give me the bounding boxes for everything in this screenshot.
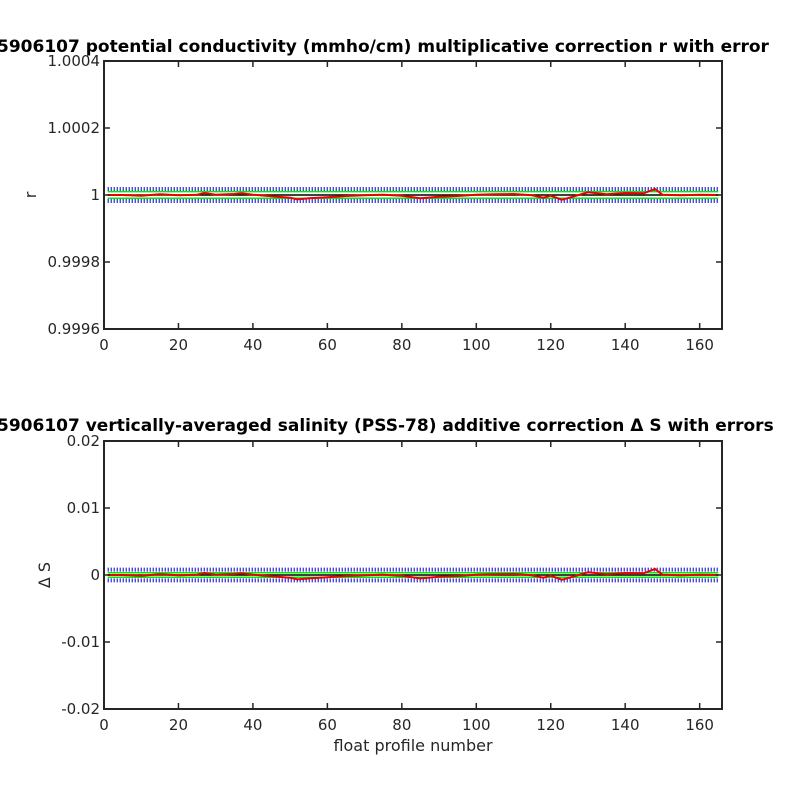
y-axis-label: Δ S — [35, 562, 54, 588]
x-tick-label: 20 — [169, 716, 188, 734]
x-tick-label: 160 — [685, 716, 714, 734]
series-line — [107, 187, 719, 201]
y-tick-label: 0.02 — [67, 432, 100, 450]
x-tick-label: 160 — [685, 336, 714, 354]
x-tick-label: 60 — [318, 716, 337, 734]
x-axis-label: float profile number — [333, 736, 493, 755]
x-tick-label: 120 — [536, 336, 565, 354]
y-tick-label: 0.9998 — [48, 253, 101, 271]
panel-conductivity-correction: 5906107 potential conductivity (mmho/cm)… — [0, 37, 770, 354]
x-tick-label: 0 — [99, 716, 109, 734]
chart-title: 5906107 vertically-averaged salinity (PS… — [0, 416, 774, 436]
y-axis-label: r — [21, 191, 40, 198]
y-tick-label: 1.0002 — [48, 119, 101, 137]
x-tick-label: 40 — [243, 336, 262, 354]
y-tick-label: 1.0004 — [48, 52, 101, 70]
x-tick-label: 100 — [462, 336, 491, 354]
y-tick-label: 0.9996 — [48, 320, 101, 338]
y-tick-label: 1 — [90, 186, 100, 204]
x-tick-label: 140 — [611, 716, 640, 734]
y-tick-label: 0 — [90, 566, 100, 584]
x-tick-label: 40 — [243, 716, 262, 734]
x-tick-label: 100 — [462, 716, 491, 734]
y-tick-label: 0.01 — [67, 499, 100, 517]
x-tick-label: 60 — [318, 336, 337, 354]
panel-salinity-correction: 5906107 vertically-averaged salinity (PS… — [0, 416, 774, 755]
x-tick-label: 80 — [392, 336, 411, 354]
x-tick-label: 140 — [611, 336, 640, 354]
x-tick-label: 0 — [99, 336, 109, 354]
y-tick-label: -0.02 — [61, 700, 100, 718]
x-tick-label: 20 — [169, 336, 188, 354]
chart-title: 5906107 potential conductivity (mmho/cm)… — [0, 37, 770, 57]
x-tick-label: 120 — [536, 716, 565, 734]
y-tick-label: -0.01 — [61, 633, 100, 651]
series-line — [107, 567, 719, 581]
x-tick-label: 80 — [392, 716, 411, 734]
